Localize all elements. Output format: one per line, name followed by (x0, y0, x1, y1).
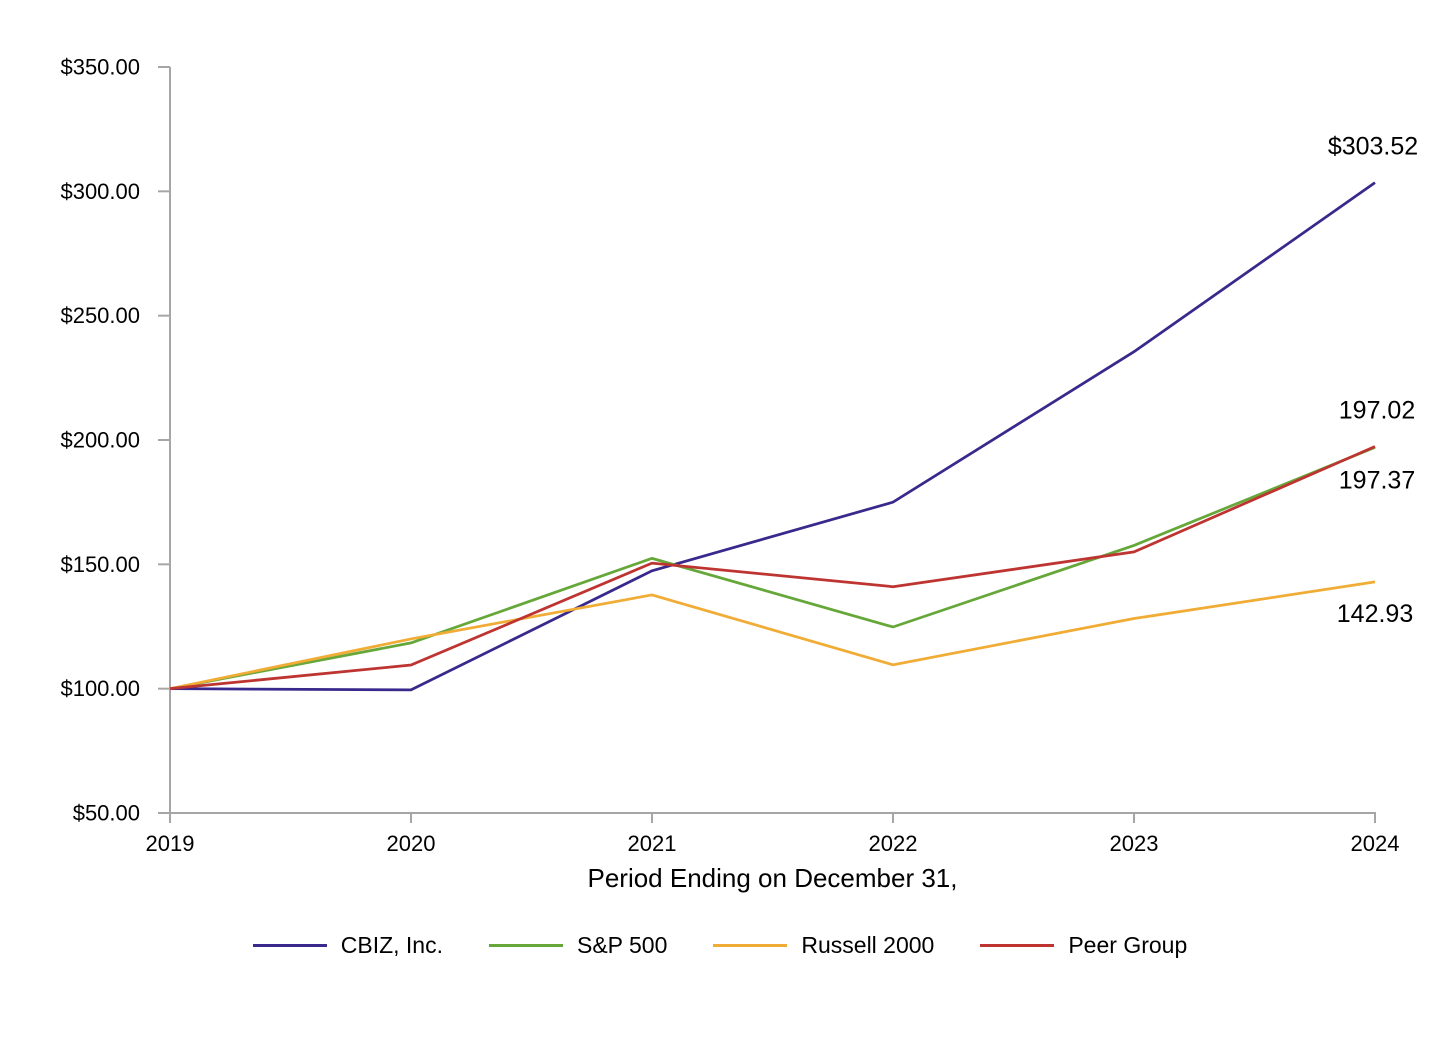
end-label-cbiz-inc: $303.52 (1328, 133, 1418, 161)
legend-item-s-p-500: S&P 500 (489, 932, 667, 959)
legend-label-russell-2000: Russell 2000 (801, 931, 935, 958)
x-axis-ticks: 2019 2020 2021 2022 2023 2024 (146, 813, 1400, 856)
legend-item-russell-2000: Russell 2000 (713, 932, 934, 959)
legend-item-peer-group: Peer Group (980, 932, 1187, 959)
legend-line-swatch-peer-group (980, 943, 1055, 947)
series-line-peer-group (169, 445, 1376, 691)
y-tick-label: $150.00 (60, 552, 140, 577)
y-tick-label: $300.00 (60, 179, 140, 204)
series-line-russell-2000 (169, 580, 1376, 691)
x-tick-label: 2020 (387, 831, 436, 856)
x-tick-label: 2019 (146, 831, 195, 856)
legend-line-swatch-s-p-500 (489, 943, 563, 947)
end-label-russell-2000: 142.93 (1337, 600, 1413, 628)
end-label-peer-group: 197.37 (1339, 467, 1415, 495)
chart-legend: CBIZ, Inc. S&P 500 Russell 2000 Peer Group (0, 928, 1440, 962)
x-tick-label: 2024 (1351, 831, 1400, 856)
legend-label-peer-group: Peer Group (1068, 931, 1188, 958)
legend-line-swatch-russell-2000 (713, 943, 788, 947)
axes (169, 67, 1376, 814)
series-lines (169, 181, 1376, 692)
legend-item-cbiz-inc: CBIZ, Inc. (252, 931, 443, 959)
y-tick-label: $350.00 (60, 55, 140, 80)
y-tick-label: $200.00 (60, 428, 140, 453)
series-line-s-p-500 (169, 446, 1376, 691)
legend-line-swatch-cbiz-inc (252, 943, 327, 947)
y-tick-label: $100.00 (60, 676, 140, 701)
series-line-cbiz-inc (169, 181, 1376, 692)
end-label-s-p-500: 197.02 (1339, 396, 1415, 424)
x-tick-label: 2021 (628, 831, 677, 856)
x-axis-title: Period Ending on December 31, (587, 863, 958, 893)
y-tick-label: $250.00 (60, 303, 140, 328)
x-tick-label: 2022 (869, 831, 918, 856)
end-labels: $303.52 197.02 142.93 197.37 (1328, 133, 1418, 628)
y-tick-label: $50.00 (73, 801, 140, 826)
x-tick-label: 2023 (1110, 831, 1159, 856)
legend-label-cbiz-inc: CBIZ, Inc. (340, 931, 443, 958)
y-axis-ticks: $50.00 $100.00 $150.00 $200.00 $250.00 $300.0… (60, 55, 170, 826)
legend-label-s-p-500: S&P 500 (577, 931, 668, 958)
